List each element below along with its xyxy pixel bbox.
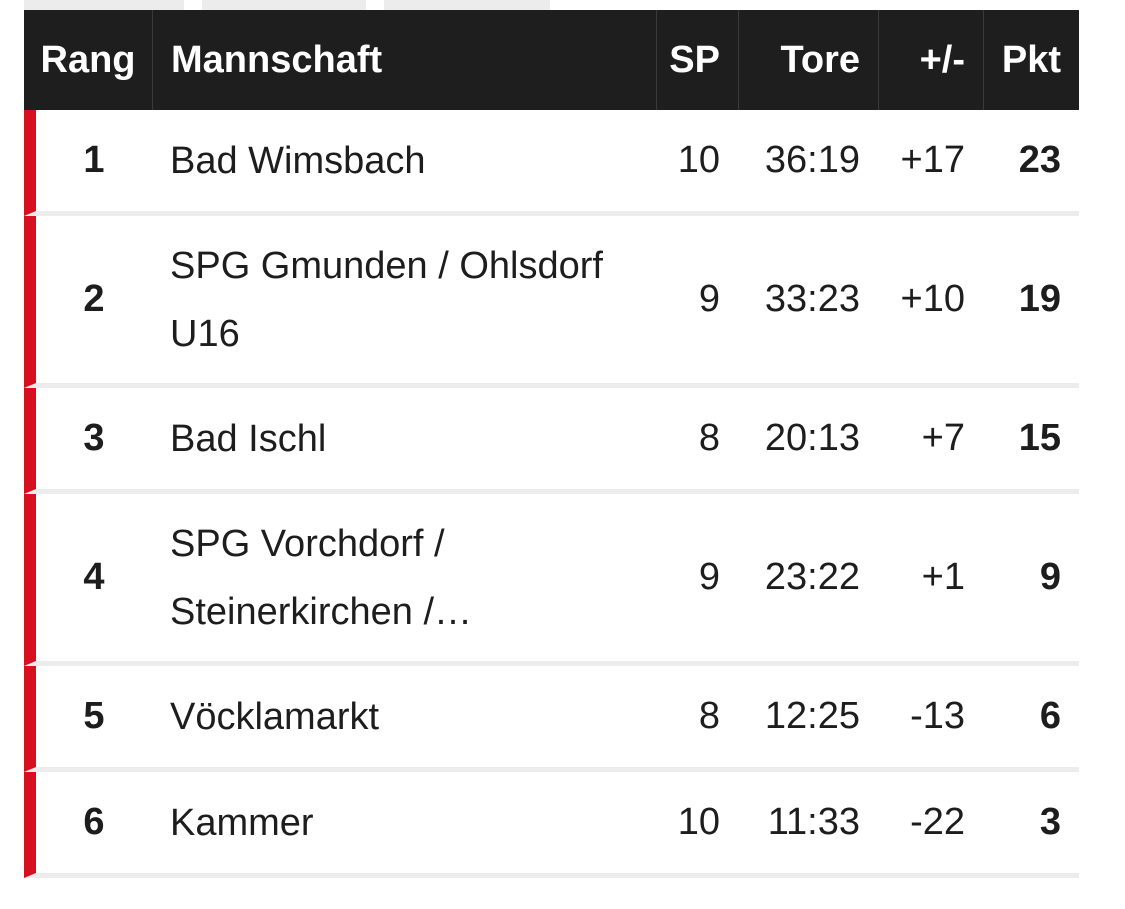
table-header: Rang Mannschaft SP Tore +/- Pkt [24,10,1079,110]
games-played-cell: 9 [698,278,720,320]
header-mannschaft[interactable]: Mannschaft [152,10,656,110]
header-sp[interactable]: SP [656,10,738,110]
standings-table: Rang Mannschaft SP Tore +/- Pkt 1 Bad Wi… [24,10,1079,878]
rank-cell: 1 [83,139,105,181]
team-name-link[interactable]: SPG Gmunden / Ohlsdorf U16 [170,244,603,355]
goals-cell: 11:33 [767,801,860,843]
rank-cell: 5 [83,695,105,737]
table-row[interactable]: 6 Kammer 10 11:33 -22 3 [24,772,1079,878]
top-tab-strip [0,0,1125,10]
games-played-cell: 9 [698,556,720,598]
points-cell: 6 [1039,695,1061,737]
team-name-link[interactable]: Bad Ischl [170,417,327,460]
goals-cell: 33:23 [764,278,860,320]
table-row[interactable]: 3 Bad Ischl 8 20:13 +7 15 [24,388,1079,494]
rank-cell: 4 [83,556,105,598]
table-row[interactable]: 4 SPG Vorchdorf / Steinerkirchen /… 9 23… [24,494,1079,666]
table-row[interactable]: 2 SPG Gmunden / Ohlsdorf U16 9 33:23 +10… [24,216,1079,388]
points-cell: 19 [1018,278,1061,320]
header-tore[interactable]: Tore [738,10,878,110]
rank-cell: 2 [83,278,105,320]
team-name-link[interactable]: Vöcklamarkt [170,695,380,738]
rank-cell: 6 [83,801,105,843]
goal-difference-cell: +17 [900,139,965,181]
games-played-cell: 10 [677,801,720,843]
team-name-link[interactable]: Kammer [170,801,314,844]
tab-placeholder-1[interactable] [24,0,184,10]
goals-cell: 36:19 [764,139,860,181]
points-cell: 15 [1018,417,1061,459]
goal-difference-cell: +1 [921,556,965,598]
goal-difference-cell: +10 [900,278,965,320]
goal-difference-cell: -22 [910,801,965,843]
goals-cell: 20:13 [764,417,860,459]
tab-placeholder-3[interactable] [384,0,550,10]
points-cell: 23 [1018,139,1061,181]
goals-cell: 23:22 [764,556,860,598]
games-played-cell: 8 [698,417,720,459]
rank-cell: 3 [83,417,105,459]
header-diff[interactable]: +/- [878,10,983,110]
table-row[interactable]: 5 Vöcklamarkt 8 12:25 -13 6 [24,666,1079,772]
goal-difference-cell: +7 [921,417,965,459]
goal-difference-cell: -13 [910,695,965,737]
games-played-cell: 10 [677,139,720,181]
header-rang[interactable]: Rang [40,38,136,81]
goals-cell: 12:25 [764,695,860,737]
table-row[interactable]: 1 Bad Wimsbach 10 36:19 +17 23 [24,110,1079,216]
team-name-link[interactable]: Bad Wimsbach [170,139,426,182]
points-cell: 3 [1039,801,1061,843]
points-cell: 9 [1039,556,1061,598]
team-name-link[interactable]: SPG Vorchdorf / Steinerkirchen /… [170,522,473,633]
tab-placeholder-2[interactable] [202,0,366,10]
games-played-cell: 8 [698,695,720,737]
header-pkt[interactable]: Pkt [983,10,1079,110]
